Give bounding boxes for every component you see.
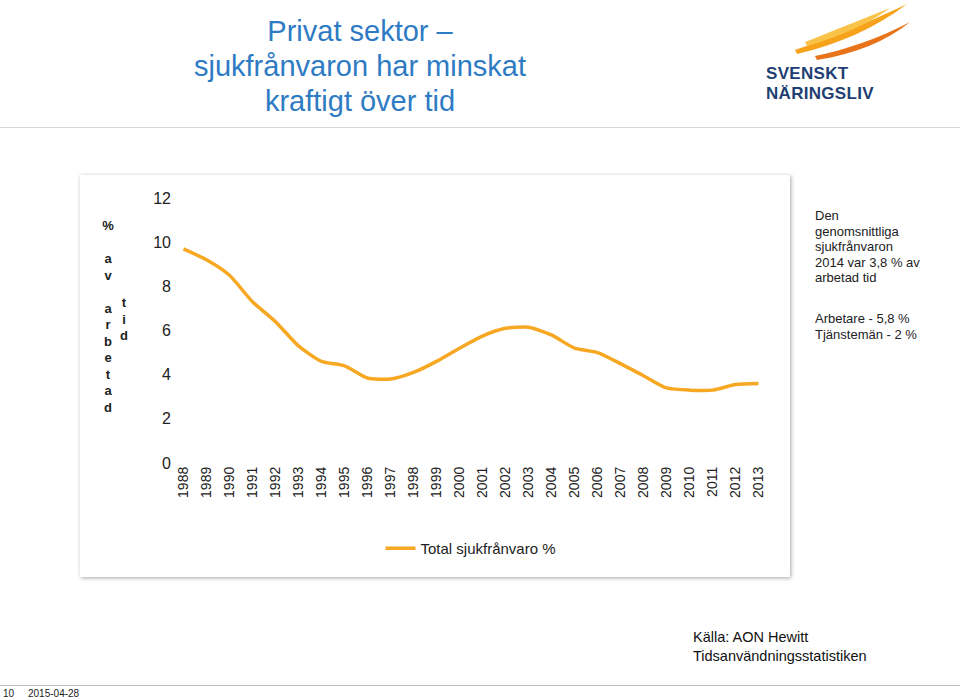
html-text:r: r <box>105 317 111 332</box>
svg-text:1993: 1993 <box>290 467 306 498</box>
html-text:Den genomsnittliga sjukfrånvar: Den genomsnittliga sjukfrånvaron 2014 va… <box>815 208 920 285</box>
svg-text:1991: 1991 <box>244 467 260 498</box>
html-text:Källa: AON Hewitt Tidsanvändni: Källa: AON Hewitt Tidsanvändningsstatist… <box>693 629 867 664</box>
html-text:t: t <box>105 366 111 382</box>
html-text:2015-04-28: 2015-04-28 <box>28 688 80 698</box>
svg-text:1990: 1990 <box>221 467 237 498</box>
html-text:d: d <box>104 399 112 415</box>
html-text:a: a <box>104 251 112 266</box>
svg-text:4: 4 <box>162 366 171 383</box>
html-text:10: 10 <box>3 688 15 698</box>
svg-text:1999: 1999 <box>428 467 444 498</box>
html-text:i: i <box>122 311 126 327</box>
svg-text:2008: 2008 <box>635 467 651 498</box>
html-text:v: v <box>104 267 112 283</box>
html-text:SVENSKT NÄRINGSLIV: SVENSKT NÄRINGSLIV <box>766 64 874 103</box>
svg-text:2004: 2004 <box>543 467 559 498</box>
svg-text:2007: 2007 <box>612 467 628 498</box>
svg-text:8: 8 <box>162 278 171 295</box>
svg-text:1989: 1989 <box>198 467 214 498</box>
svg-text:1995: 1995 <box>336 467 352 498</box>
html-text:b: b <box>104 333 112 349</box>
html-text:e: e <box>104 350 112 365</box>
html-text:d: d <box>120 328 128 343</box>
svg-text:2012: 2012 <box>727 467 743 498</box>
svg-text:Total sjukfrånvaro %: Total sjukfrånvaro % <box>421 540 556 557</box>
svg-text:2005: 2005 <box>566 467 582 498</box>
html-text:t: t <box>121 295 127 310</box>
svg-text:1992: 1992 <box>267 467 283 498</box>
svg-text:1994: 1994 <box>313 467 329 498</box>
html-text:a: a <box>104 383 112 398</box>
svg-text:2011: 2011 <box>704 467 720 497</box>
svg-text:2001: 2001 <box>474 467 490 498</box>
svg-text:2000: 2000 <box>451 467 467 498</box>
html-text:a: a <box>104 300 112 316</box>
svg-text:2013: 2013 <box>750 467 766 498</box>
svg-text:1997: 1997 <box>382 467 398 498</box>
svg-text:1998: 1998 <box>405 467 421 498</box>
svg-text:6: 6 <box>162 322 171 339</box>
svg-text:2006: 2006 <box>589 467 605 498</box>
svg-text:2002: 2002 <box>497 467 513 498</box>
html-text:Privat sektor – sjukfrånvaron: Privat sektor – sjukfrånvaron har minska… <box>194 15 526 117</box>
svg-text:2010: 2010 <box>681 467 697 498</box>
svg-text:10: 10 <box>153 234 171 251</box>
svg-text:1988: 1988 <box>175 467 191 498</box>
svg-text:12: 12 <box>153 190 171 207</box>
svg-text:0: 0 <box>162 455 171 472</box>
svg-text:2003: 2003 <box>520 467 536 498</box>
html-text:Arbetare - 5,8 % Tjänstemän -: Arbetare - 5,8 % Tjänstemän - 2 % <box>815 311 917 342</box>
svg-text:1996: 1996 <box>359 467 375 498</box>
svg-text:2009: 2009 <box>658 467 674 498</box>
svg-text:2: 2 <box>162 410 171 427</box>
